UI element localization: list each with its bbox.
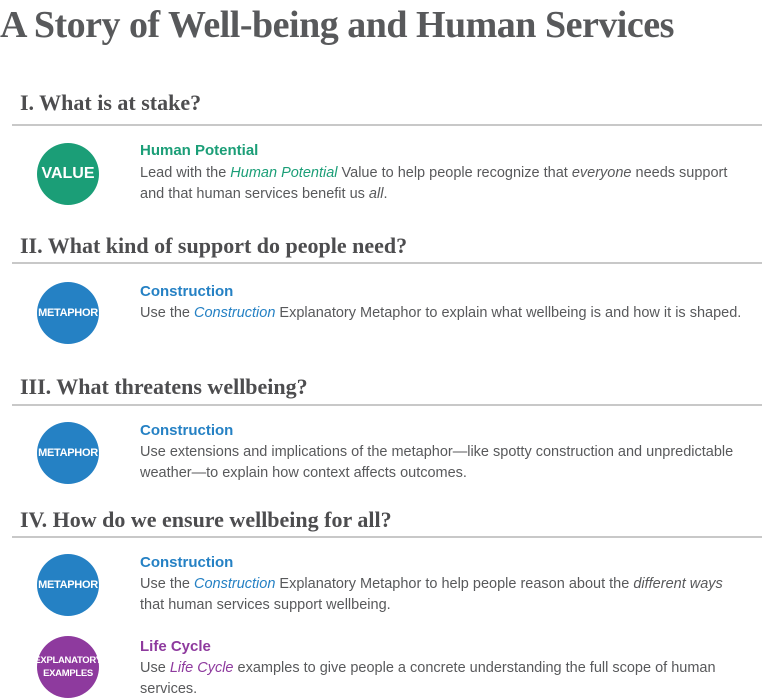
item-title-construction: Construction [140,422,234,439]
metaphor-badge: METAPHOR [37,282,99,344]
item-text-construction: Use extensions and implications of the m… [140,444,734,481]
explanatory-examples-badge: EXPLANATORY EXAMPLES [34,636,102,698]
item-title-human-potential: Human Potential [140,142,259,159]
item-text-construction: Use the Construction Explanatory Metapho… [140,305,742,321]
item-title-construction: Construction [140,283,234,300]
section-divider [12,536,762,538]
section-heading-stake: I. What is at stake? [20,90,202,115]
badge-label: METAPHOR [38,579,98,591]
metaphor-badge: METAPHOR [37,422,99,484]
value-badge: VALUE [37,143,99,205]
section-divider [12,124,762,126]
section-heading-support: II. What kind of support do people need? [20,233,408,258]
section-divider [12,262,762,264]
item-text-life-cycle: Use Life Cycle examples to give people a… [140,660,716,697]
page-title: A Story of Well-being and Human Services [0,4,674,46]
item-text-construction: Use the Construction Explanatory Metapho… [140,576,723,613]
badge-label-line2: EXAMPLES [43,668,93,679]
metaphor-badge: METAPHOR [37,554,99,616]
section-heading-ensure: IV. How do we ensure wellbeing for all? [20,507,392,532]
section-divider [12,404,762,406]
item-title-construction: Construction [140,554,234,571]
badge-label-line1: EXPLANATORY [34,655,102,666]
item-title-life-cycle: Life Cycle [140,638,211,655]
section-heading-threatens: III. What threatens wellbeing? [20,374,308,399]
badge-label: VALUE [41,165,95,182]
badge-label: METAPHOR [38,307,98,319]
item-text-human-potential: Lead with the Human Potential Value to h… [140,165,728,202]
badge-label: METAPHOR [38,447,98,459]
